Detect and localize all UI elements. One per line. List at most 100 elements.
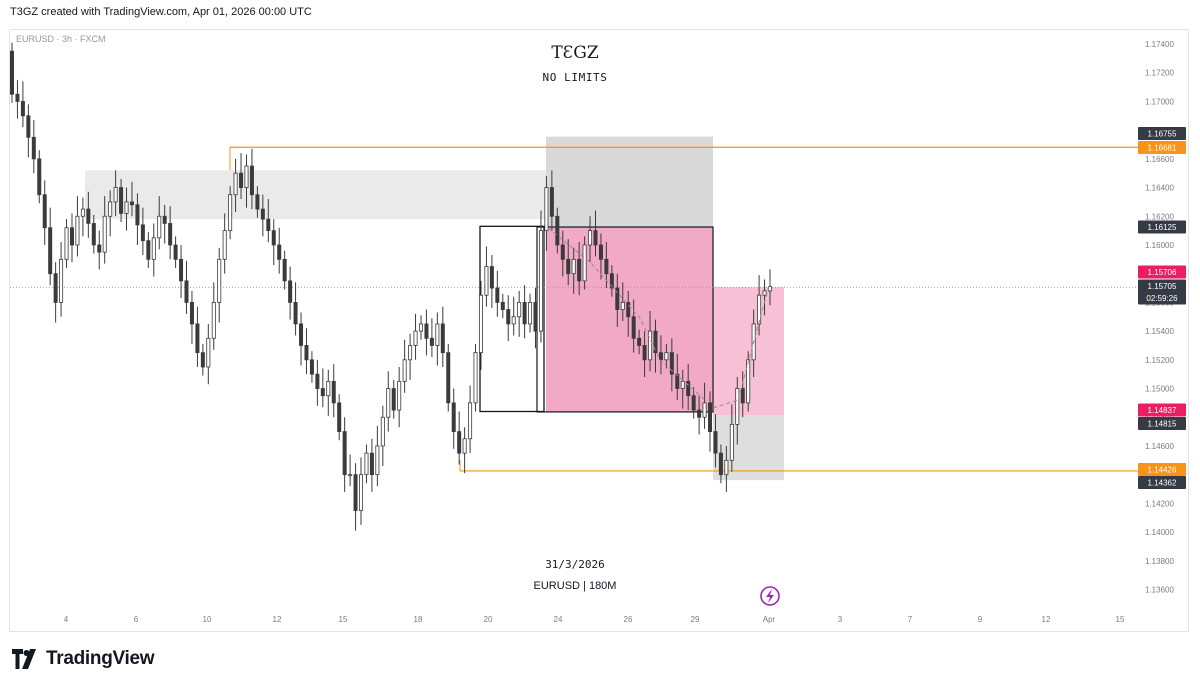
y-tick-label: 1.17200 bbox=[1145, 69, 1174, 78]
x-tick-label: 26 bbox=[624, 615, 633, 624]
candle-body bbox=[249, 165, 254, 196]
candle-body bbox=[97, 244, 102, 253]
candle-body bbox=[468, 402, 473, 440]
candle-body bbox=[200, 352, 205, 368]
chart-frame bbox=[9, 29, 1189, 632]
candle-body bbox=[124, 201, 129, 214]
x-tick-label: 3 bbox=[838, 615, 843, 624]
candle-body bbox=[604, 258, 609, 275]
candle-body bbox=[571, 258, 576, 275]
watermark-title: TƐGZ bbox=[551, 43, 599, 63]
x-tick-label: 4 bbox=[64, 615, 69, 624]
y-tick-label: 1.13800 bbox=[1145, 557, 1174, 566]
candle-body bbox=[140, 224, 145, 242]
y-tick-label: 1.15200 bbox=[1145, 356, 1174, 365]
price-label-text: 1.14815 bbox=[1148, 420, 1177, 429]
candle-body bbox=[146, 240, 151, 260]
candle-body bbox=[59, 258, 64, 303]
candle-body bbox=[631, 316, 636, 339]
candle-body bbox=[511, 316, 516, 325]
candle-body bbox=[364, 452, 369, 476]
candle-body bbox=[277, 244, 282, 260]
price-label-box bbox=[1138, 220, 1186, 234]
candle-body bbox=[195, 323, 200, 354]
candle-body bbox=[179, 258, 184, 282]
candle-body bbox=[544, 187, 549, 232]
x-tick-label: 24 bbox=[554, 615, 563, 624]
candle-body bbox=[718, 452, 723, 476]
watermark-pair: EURUSD | 180M bbox=[534, 580, 617, 592]
price-label-text: 1.15706 bbox=[1148, 268, 1177, 277]
y-tick-label: 1.17400 bbox=[1145, 40, 1174, 49]
candle-body bbox=[598, 244, 603, 260]
candle-body bbox=[620, 301, 625, 310]
tradingview-logo[interactable]: TradingView bbox=[12, 648, 155, 670]
candle-body bbox=[184, 280, 189, 303]
candle-body bbox=[315, 373, 320, 389]
y-tick-label: 1.16600 bbox=[1145, 155, 1174, 164]
candle-body bbox=[369, 452, 374, 476]
projection-path-2 bbox=[712, 281, 771, 409]
candle-body bbox=[724, 459, 729, 476]
price-label-text: 1.14426 bbox=[1148, 466, 1177, 475]
candle-body bbox=[484, 266, 489, 296]
candle-body bbox=[735, 388, 740, 425]
x-tick-label: 15 bbox=[339, 615, 348, 624]
candle-body bbox=[266, 218, 271, 232]
x-tick-label: 18 bbox=[414, 615, 423, 624]
candle-body bbox=[348, 474, 353, 477]
price-label-text: 1.14837 bbox=[1148, 406, 1177, 415]
candle-body bbox=[217, 258, 222, 303]
candle-body bbox=[522, 301, 527, 325]
candle-body bbox=[359, 474, 364, 511]
candle-body bbox=[42, 194, 47, 229]
candle-body bbox=[762, 290, 767, 296]
candle-body bbox=[320, 388, 325, 397]
candle-body bbox=[588, 230, 593, 246]
candle-body bbox=[680, 380, 685, 389]
candle-body bbox=[397, 380, 402, 411]
candle-body bbox=[168, 223, 173, 246]
candle-body bbox=[162, 215, 167, 224]
x-tick-label: 12 bbox=[1042, 615, 1051, 624]
symbol-info: EURUSD · 3h · FXCM bbox=[16, 34, 106, 44]
candle-body bbox=[538, 230, 543, 332]
tradingview-brand: TradingView bbox=[46, 648, 155, 669]
zone-position-stop bbox=[546, 136, 713, 228]
lightning-icon[interactable] bbox=[760, 586, 780, 606]
candle-body bbox=[702, 402, 707, 418]
candle-body bbox=[669, 352, 674, 375]
candle-body bbox=[642, 345, 647, 361]
candle-body bbox=[386, 388, 391, 418]
candle-body bbox=[353, 474, 358, 511]
candle-body bbox=[582, 244, 587, 282]
candle-body bbox=[555, 215, 560, 246]
candle-body bbox=[653, 330, 658, 354]
candle-body bbox=[129, 201, 134, 206]
candle-body bbox=[478, 294, 483, 354]
x-tick-label: 6 bbox=[134, 615, 139, 624]
y-tick-label: 1.14200 bbox=[1145, 499, 1174, 508]
candle-body bbox=[151, 237, 156, 260]
y-tick-label: 1.16000 bbox=[1145, 241, 1174, 250]
candle-body bbox=[206, 337, 211, 368]
candle-body bbox=[549, 187, 554, 217]
price-label-text: 1.15705 bbox=[1148, 282, 1177, 291]
candle-body bbox=[260, 208, 265, 220]
candle-body bbox=[64, 227, 69, 260]
price-label-box bbox=[1138, 476, 1186, 489]
candle-body bbox=[713, 431, 718, 454]
candle-body bbox=[342, 431, 347, 476]
candle-body bbox=[500, 301, 505, 310]
watermark-subtitle: NO LIMITS bbox=[542, 71, 607, 84]
candle-body bbox=[69, 227, 74, 246]
watermark-date: 31/3/2026 bbox=[545, 558, 605, 571]
candle-body bbox=[418, 323, 423, 332]
candle-body bbox=[451, 402, 456, 432]
candle-body bbox=[309, 359, 314, 375]
price-label-text: 1.16681 bbox=[1148, 144, 1177, 153]
price-label-text: 1.16755 bbox=[1148, 130, 1177, 139]
candle-body bbox=[473, 352, 478, 404]
candle-body bbox=[462, 438, 467, 454]
